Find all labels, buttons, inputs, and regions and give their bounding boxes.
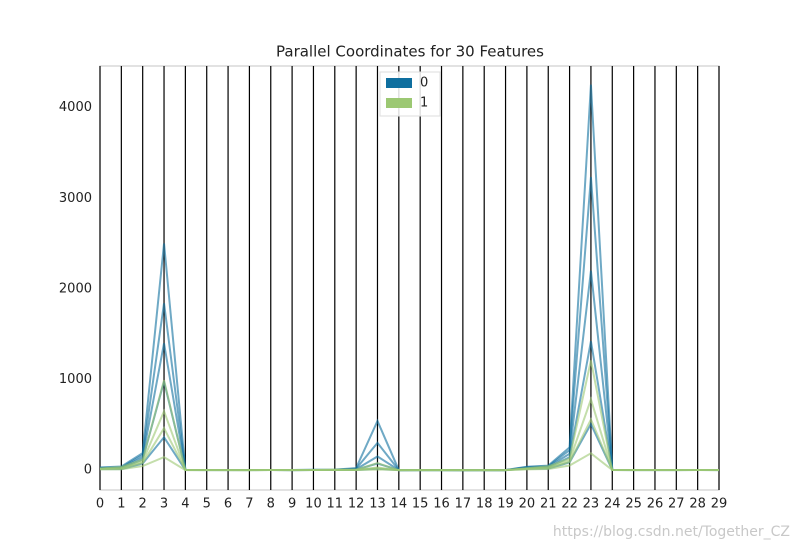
- x-tick-label: 23: [583, 497, 600, 512]
- x-tick-label: 22: [561, 497, 578, 512]
- x-tick-label: 3: [160, 497, 168, 512]
- legend-label: 1: [420, 96, 428, 111]
- y-tick-label: 1000: [59, 372, 92, 387]
- x-tick-label: 24: [604, 497, 621, 512]
- x-tick-label: 8: [267, 497, 275, 512]
- x-tick-label: 10: [305, 497, 322, 512]
- y-tick-label: 3000: [59, 191, 92, 206]
- legend-swatch: [386, 98, 412, 108]
- x-tick-label: 6: [224, 497, 232, 512]
- x-tick-label: 5: [203, 497, 211, 512]
- x-tick-label: 1: [117, 497, 125, 512]
- x-tick-label: 25: [625, 497, 642, 512]
- x-tick-label: 12: [348, 497, 365, 512]
- y-tick-label: 0: [84, 463, 92, 478]
- x-tick-label: 17: [455, 497, 472, 512]
- legend-swatch: [386, 78, 412, 88]
- x-tick-label: 2: [139, 497, 147, 512]
- x-tick-label: 20: [519, 497, 536, 512]
- watermark: https://blog.csdn.net/Together_CZ: [553, 524, 790, 540]
- x-tick-label: 27: [668, 497, 685, 512]
- x-tick-label: 29: [711, 497, 728, 512]
- x-tick-label: 26: [647, 497, 664, 512]
- x-tick-label: 15: [412, 497, 429, 512]
- x-tick-label: 19: [497, 497, 514, 512]
- x-tick-label: 28: [689, 497, 706, 512]
- x-tick-label: 18: [476, 497, 493, 512]
- x-tick-label: 11: [327, 497, 344, 512]
- x-tick-label: 4: [181, 497, 189, 512]
- chart-title: Parallel Coordinates for 30 Features: [276, 43, 544, 61]
- x-tick-label: 9: [288, 497, 296, 512]
- y-tick-label: 2000: [59, 281, 92, 296]
- x-tick-label: 7: [245, 497, 253, 512]
- x-tick-label: 14: [391, 497, 408, 512]
- x-tick-label: 0: [96, 497, 104, 512]
- x-tick-label: 16: [433, 497, 450, 512]
- x-tick-label: 13: [369, 497, 386, 512]
- y-tick-label: 4000: [59, 100, 92, 115]
- feature-line: [99, 452, 720, 472]
- legend-label: 0: [420, 76, 428, 91]
- x-tick-label: 21: [540, 497, 557, 512]
